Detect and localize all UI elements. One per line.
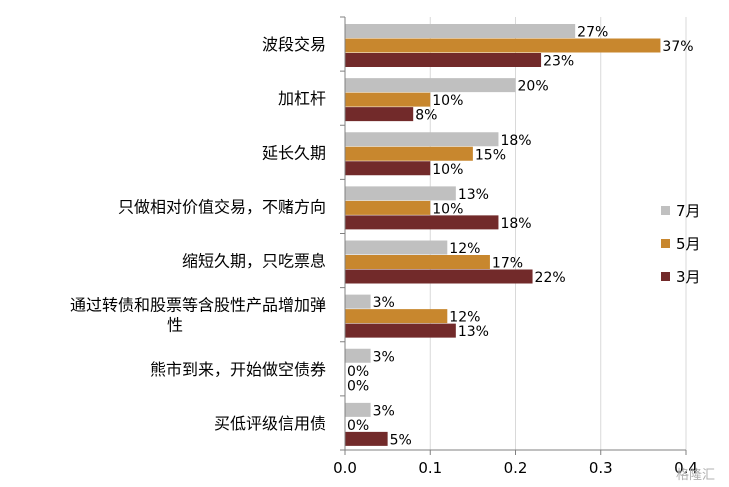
bar (345, 146, 473, 161)
x-tick-label: 0.2 (504, 459, 528, 477)
bar (345, 348, 371, 363)
data-label: 3% (373, 349, 395, 365)
data-labels: 27%37%23%20%10%8%18%15%10%13%10%18%12%17… (347, 25, 694, 449)
legend-swatch (661, 239, 670, 248)
data-label: 27% (577, 25, 608, 41)
data-label: 12% (449, 241, 480, 257)
data-label: 37% (662, 39, 693, 55)
data-label: 3% (373, 295, 395, 311)
category-label: 性 (167, 316, 183, 335)
bar (345, 269, 533, 284)
bar (345, 186, 456, 201)
data-label: 18% (500, 216, 531, 232)
category-label: 熊市到来，开始做空债券 (150, 360, 326, 379)
data-label: 20% (518, 79, 549, 95)
x-tick-label: 0.0 (333, 459, 357, 477)
data-label: 8% (415, 108, 437, 124)
bar (345, 24, 576, 38)
legend-label: 5月 (676, 235, 701, 253)
bar (345, 92, 431, 107)
bar (345, 53, 542, 67)
category-label: 加杠杆 (278, 89, 326, 108)
bar (345, 240, 448, 255)
data-label: 5% (390, 432, 412, 448)
data-label: 10% (432, 93, 463, 109)
data-label: 13% (458, 187, 489, 203)
bar (345, 255, 490, 269)
x-tick-label: 0.3 (589, 459, 613, 477)
bar (345, 78, 516, 93)
data-label: 12% (449, 310, 480, 326)
legend-label: 3月 (676, 268, 701, 286)
data-label: 0% (347, 364, 369, 380)
data-label: 22% (535, 270, 566, 286)
category-label: 缩短久期，只吃票息 (182, 252, 326, 271)
data-label: 23% (543, 54, 574, 70)
data-label: 13% (458, 324, 489, 340)
data-label: 15% (475, 147, 506, 163)
bar (345, 294, 371, 309)
bar (345, 431, 388, 446)
category-label: 只做相对价值交易，不赌方向 (118, 197, 326, 216)
data-label: 3% (373, 403, 395, 419)
data-label: 0% (347, 418, 369, 434)
x-tick-label: 0.4 (674, 459, 698, 477)
data-label: 0% (347, 378, 369, 394)
bar (345, 215, 499, 230)
bar (345, 132, 499, 147)
data-label: 17% (492, 256, 523, 272)
category-labels: 波段交易加杠杆延长久期只做相对价值交易，不赌方向缩短久期，只吃票息通过转债和股票… (70, 35, 326, 433)
legend-swatch (661, 206, 670, 215)
x-tick-label: 0.1 (418, 459, 442, 477)
legend-label: 7月 (676, 202, 701, 220)
x-tick-labels: 0.0 0.1 0.2 0.3 0.4 (333, 459, 698, 477)
data-label: 10% (432, 201, 463, 217)
bar (345, 107, 414, 122)
bars (345, 24, 661, 446)
category-label: 通过转债和股票等含股性产品增加弹 (70, 296, 326, 315)
data-label: 10% (432, 162, 463, 178)
watermark: 格隆汇 (675, 468, 715, 483)
axes (340, 16, 687, 455)
bar (345, 323, 456, 338)
category-label: 买低评级信用债 (214, 414, 326, 433)
bar (345, 402, 371, 417)
bar (345, 309, 448, 324)
legend: 7月 5月 3月 (661, 202, 701, 286)
category-label: 波段交易 (262, 35, 326, 54)
legend-swatch (661, 272, 670, 281)
data-label: 18% (500, 133, 531, 149)
category-label: 延长久期 (262, 143, 326, 162)
bar (345, 200, 431, 215)
bar (345, 161, 431, 176)
bar (345, 38, 661, 53)
